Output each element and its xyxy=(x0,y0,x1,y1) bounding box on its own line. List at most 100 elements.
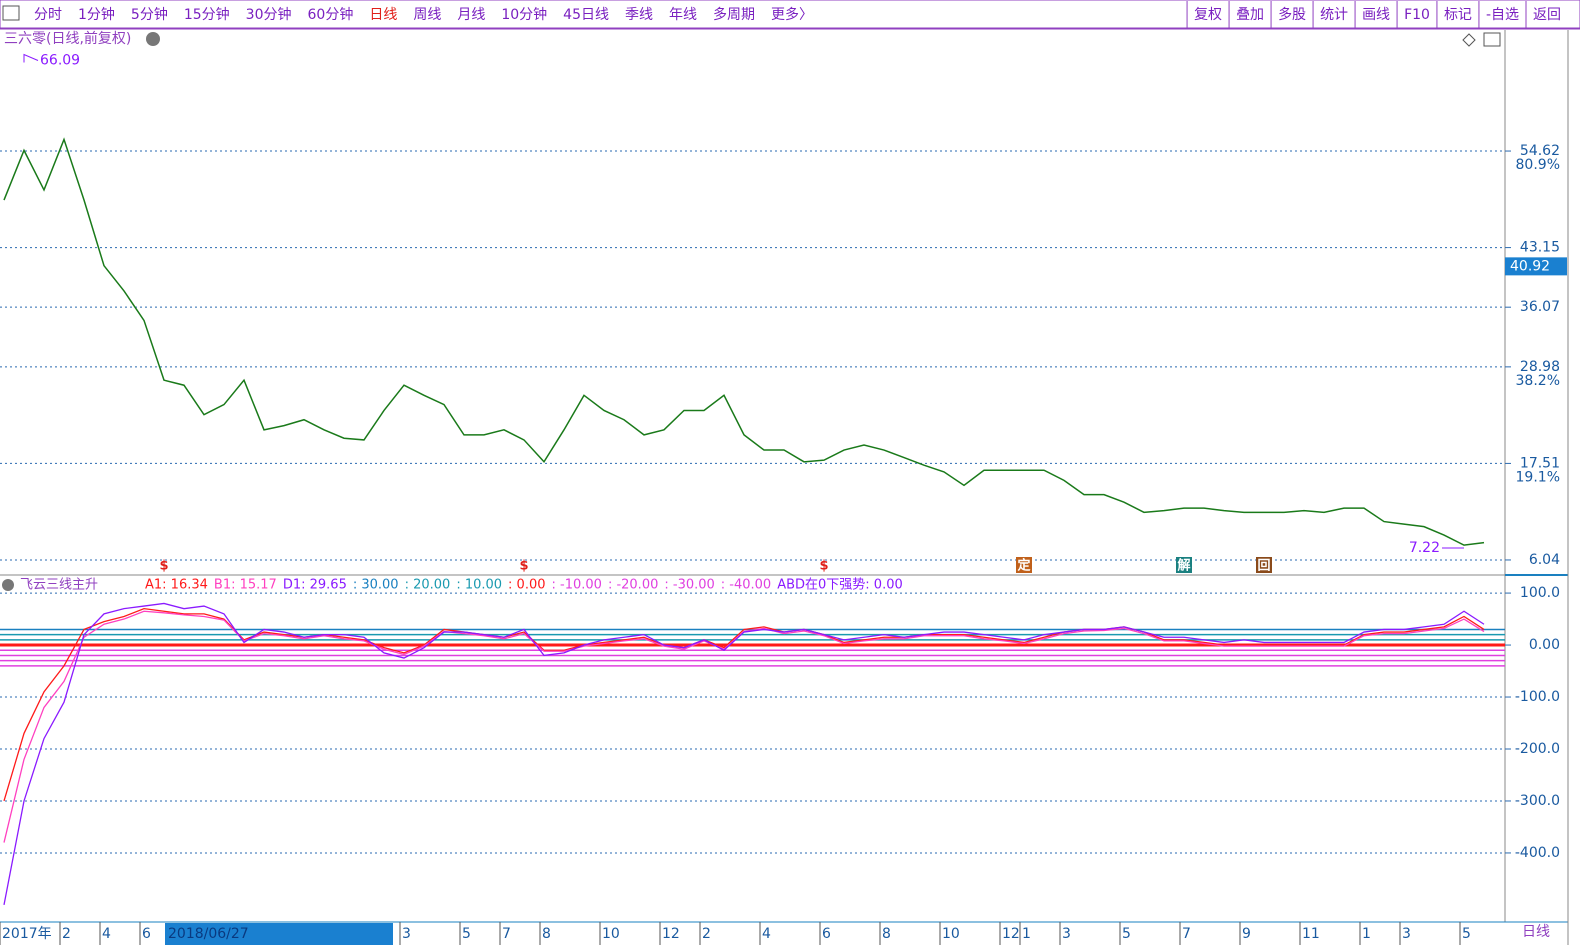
x-tick-label: 12 xyxy=(1002,926,1020,942)
y-tick-label: 36.07 xyxy=(1520,299,1560,315)
toolbar-item[interactable]: 日线 xyxy=(369,7,397,23)
x-tick-label: 2 xyxy=(702,926,711,942)
x-tick-label: 7 xyxy=(1182,926,1191,942)
toolbar-item[interactable]: 分时 xyxy=(34,7,62,23)
x-tick-label: 9 xyxy=(1242,926,1251,942)
diamond-icon[interactable] xyxy=(1462,33,1476,47)
toolbar-button[interactable]: 多股 xyxy=(1278,6,1306,23)
event-marker: $ xyxy=(519,559,528,574)
period-label: 日线 xyxy=(1522,924,1550,940)
toolbar-button[interactable]: 标记 xyxy=(1444,7,1472,23)
price-line xyxy=(3,137,1485,546)
event-marker: 解 xyxy=(1176,558,1190,574)
legend-entry: : -20.00 xyxy=(608,578,658,593)
y-tick-label: -100.0 xyxy=(1515,689,1560,705)
toolbar-item[interactable]: 45日线 xyxy=(563,7,609,23)
x-tick-label: 5 xyxy=(1462,926,1471,942)
legend-entry: : -40.00 xyxy=(721,578,771,593)
indicator-title: 飞云三线主升 xyxy=(20,578,98,593)
toolbar-item[interactable]: 多周期 xyxy=(713,6,755,23)
event-box xyxy=(1256,557,1272,573)
x-tick-label: 1 xyxy=(1022,926,1031,942)
toolbar-item[interactable]: 月线 xyxy=(457,7,485,23)
toolbar-button[interactable]: -自选 xyxy=(1486,7,1519,23)
y-tick-label: 43.15 xyxy=(1520,240,1560,256)
toolbar-item[interactable]: 5分钟 xyxy=(131,6,168,23)
cursor-date: 2018/06/27 xyxy=(168,926,249,942)
legend-entry: : -30.00 xyxy=(664,578,714,593)
event-marker: 定 xyxy=(1016,558,1030,574)
toolbar-button[interactable]: F10 xyxy=(1404,7,1430,23)
event-marker: $ xyxy=(159,559,168,574)
indicator-line xyxy=(3,602,1485,906)
menu-icon[interactable] xyxy=(2,5,20,21)
chart-title: 三六零(日线,前复权) xyxy=(4,30,131,47)
x-tick-label: 1 xyxy=(1362,926,1371,942)
y-tick-label: -200.0 xyxy=(1515,741,1560,757)
x-tick-label: 6 xyxy=(822,926,831,942)
x-tick-label: 3 xyxy=(1062,926,1071,942)
indicator-line xyxy=(3,607,1485,802)
toolbar-button[interactable]: 返回 xyxy=(1533,7,1561,23)
legend-entry: B1: 15.17 xyxy=(214,578,277,593)
high-arrow xyxy=(23,53,39,63)
x-tick-label: 4 xyxy=(762,926,771,942)
legend-entry: : -10.00 xyxy=(552,578,602,593)
toolbar-button[interactable]: 复权 xyxy=(1194,6,1222,23)
x-tick-label: 11 xyxy=(1302,926,1320,942)
x-tick-label: 12 xyxy=(662,926,680,942)
cursor-price: 40.92 xyxy=(1510,258,1550,274)
x-tick-label: 5 xyxy=(1122,926,1131,942)
x-tick-label: 2 xyxy=(62,926,71,942)
legend-entry: : 20.00 xyxy=(405,578,451,593)
cursor-price-box xyxy=(1505,257,1567,276)
legend-entry: D1: 29.65 xyxy=(283,578,347,593)
toolbar-item[interactable]: 60分钟 xyxy=(308,6,354,23)
y-tick-label: 54.62 xyxy=(1520,143,1560,159)
x-tick-label: 8 xyxy=(542,926,551,942)
event-marker: $ xyxy=(819,559,828,574)
low-label: 7.22 xyxy=(1409,540,1440,556)
y-tick-label: -400.0 xyxy=(1515,845,1560,861)
x-tick-label: 10 xyxy=(942,926,960,942)
x-tick-label: 6 xyxy=(142,926,151,942)
event-box xyxy=(1016,557,1032,573)
toolbar-item[interactable]: 周线 xyxy=(413,7,441,23)
y-tick-label: 6.04 xyxy=(1529,552,1560,568)
toolbar-item[interactable]: 年线 xyxy=(669,7,697,23)
ratio-label: 80.9% xyxy=(1516,157,1560,173)
x-tick-label: 10 xyxy=(602,926,620,942)
legend-entry: : 10.00 xyxy=(456,578,502,593)
x-tick-label: 2017年 xyxy=(2,926,52,942)
toolbar-button[interactable]: 叠加 xyxy=(1236,7,1264,23)
toolbar-item[interactable]: 季线 xyxy=(625,7,653,23)
legend-entry: ABD在0下强势: 0.00 xyxy=(777,577,903,593)
event-marker: 回 xyxy=(1257,559,1270,574)
toolbar xyxy=(0,0,1580,29)
high-label: 66.09 xyxy=(40,52,80,68)
x-tick-label: 5 xyxy=(462,926,471,942)
toolbar-item[interactable]: 15分钟 xyxy=(184,6,230,23)
dropdown[interactable] xyxy=(146,32,160,46)
ratio-label: 19.1% xyxy=(1516,469,1560,485)
toolbar-item[interactable]: 更多〉 xyxy=(771,6,813,23)
x-tick-label: 3 xyxy=(402,926,411,942)
dropdown[interactable] xyxy=(2,579,14,591)
panel-icon[interactable] xyxy=(1483,32,1501,47)
toolbar-button[interactable]: 画线 xyxy=(1362,7,1390,23)
y-tick-label: 28.98 xyxy=(1520,359,1560,375)
toolbar-item[interactable]: 1分钟 xyxy=(78,6,115,23)
x-tick-label: 3 xyxy=(1402,926,1411,942)
ratio-label: 38.2% xyxy=(1516,373,1560,389)
toolbar-button[interactable]: 统计 xyxy=(1320,7,1348,23)
y-tick-label: -300.0 xyxy=(1515,793,1560,809)
x-tick-label: 4 xyxy=(102,926,111,942)
toolbar-item[interactable]: 10分钟 xyxy=(501,6,547,23)
event-box xyxy=(1176,557,1192,573)
x-tick-label: 7 xyxy=(502,926,511,942)
y-tick-label: 17.51 xyxy=(1520,455,1560,471)
toolbar-item[interactable]: 30分钟 xyxy=(246,6,292,23)
cursor-date-box xyxy=(165,923,393,945)
